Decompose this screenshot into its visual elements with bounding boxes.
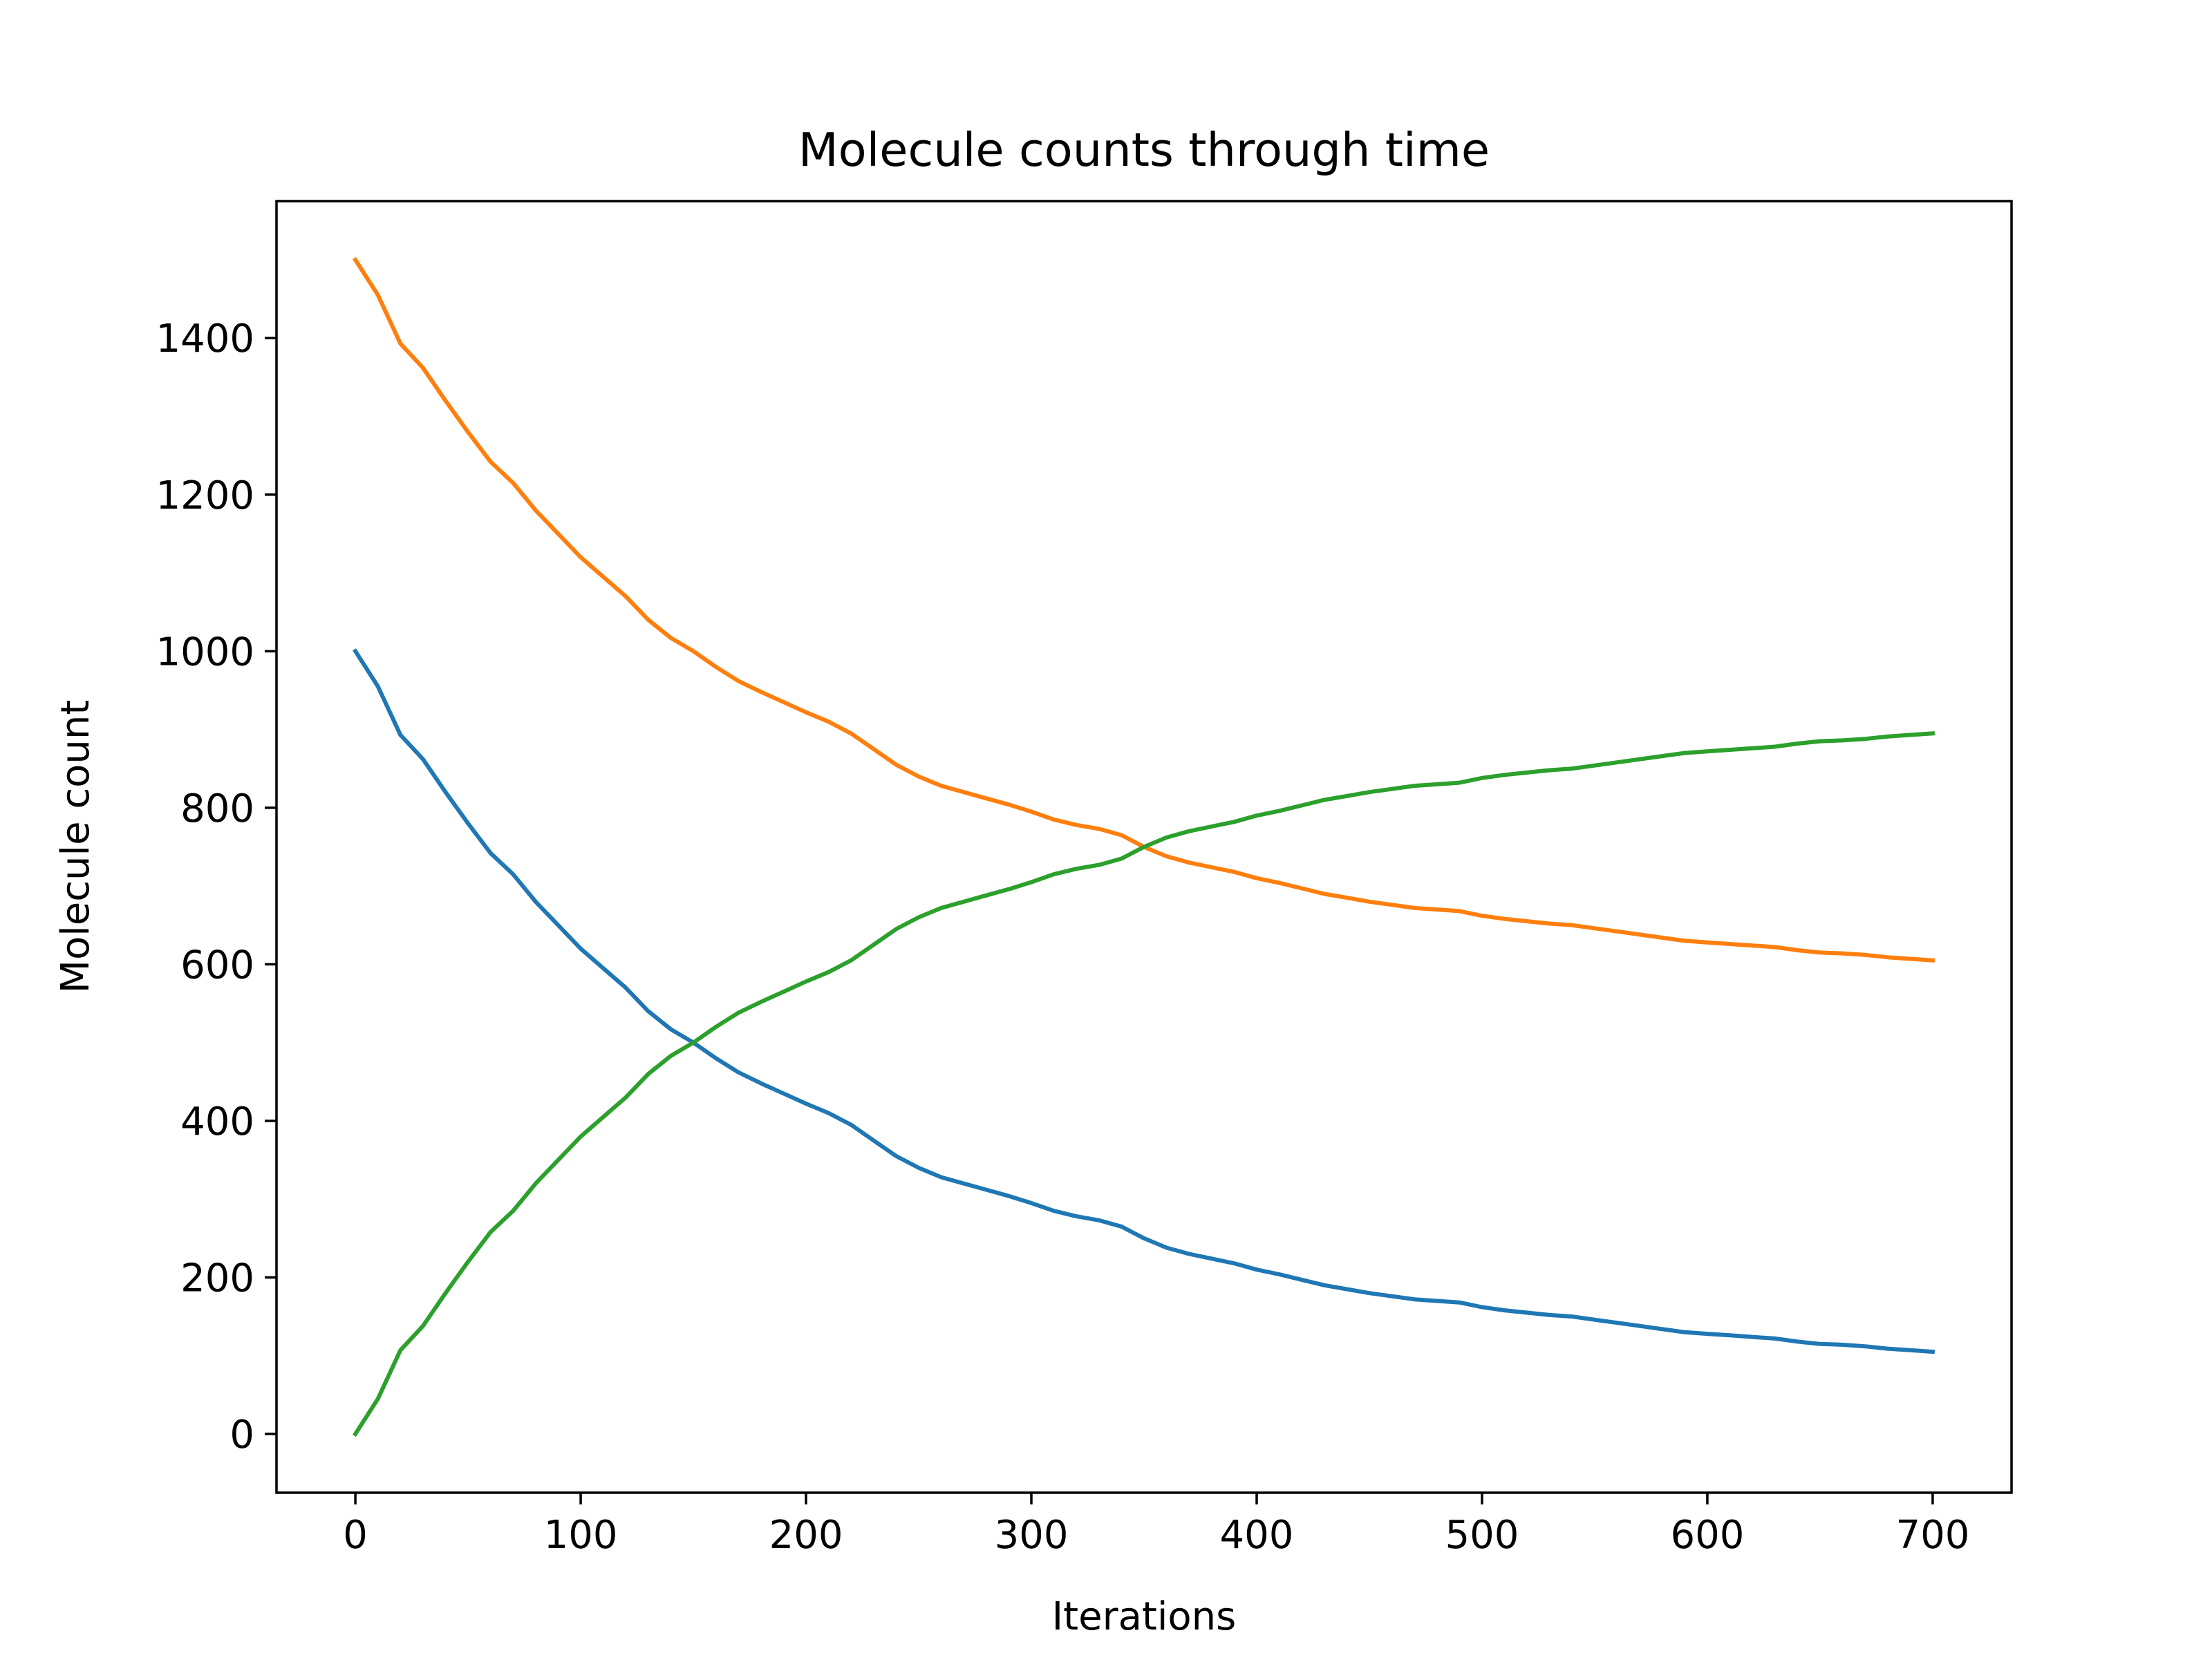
y-tick-label: 1400 [156,317,254,361]
plot-frame [275,200,2013,1494]
x-axis: 0 100 200 300 400 500 600 700 [343,1493,1969,1558]
y-tick-label: 400 [180,1099,254,1144]
x-axis-label: Iterations [1052,1594,1237,1639]
y-tick-label: 600 [180,943,254,988]
y-tick-label: 200 [180,1256,254,1301]
y-axis: 0 200 400 600 800 1000 1200 1400 [156,317,276,1457]
y-tick-label: 1200 [156,473,254,518]
series-line-3 [352,731,1936,1437]
x-tick-label: 0 [343,1513,368,1558]
x-tick-label: 100 [544,1513,618,1558]
chart-title: Molecule counts through time [798,123,1490,177]
x-tick-label: 200 [769,1513,843,1558]
y-tick-label: 800 [180,786,254,831]
x-tick-label: 600 [1670,1513,1744,1558]
series-line-1 [352,648,1936,1354]
series-layer [352,256,1936,1437]
y-axis-label: Molecule count [53,700,98,994]
y-tick-label: 0 [229,1413,254,1457]
x-tick-label: 300 [995,1513,1069,1558]
x-tick-label: 500 [1445,1513,1519,1558]
x-tick-label: 400 [1220,1513,1294,1558]
x-tick-label: 700 [1895,1513,1969,1558]
y-tick-label: 1000 [156,630,254,674]
